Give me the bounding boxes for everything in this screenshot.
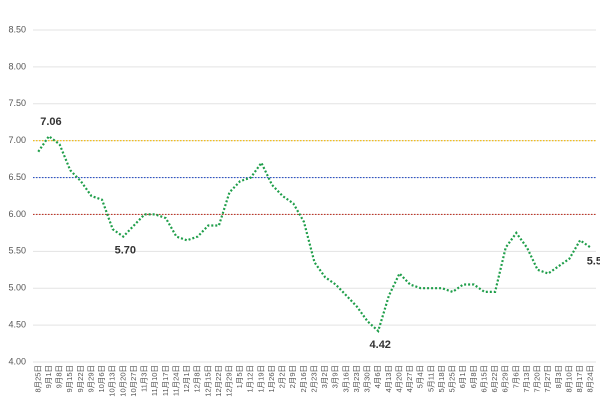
x-tick-label: 2月23日	[309, 365, 318, 393]
y-tick-label: 5.00	[8, 283, 26, 293]
x-tick-label: 12月1日	[182, 365, 191, 393]
x-tick-label: 5月25日	[448, 365, 457, 393]
x-tick-label: 9月8日	[55, 365, 64, 388]
x-tick-label: 4月20日	[394, 365, 403, 393]
x-tick-label: 10月13日	[108, 365, 117, 397]
y-tick-label: 4.50	[8, 319, 26, 329]
x-tick-label: 6月8日	[469, 365, 478, 388]
x-tick-label: 11月24日	[171, 365, 180, 396]
y-tick-label: 7.00	[8, 135, 26, 145]
x-tick-label: 1月19日	[256, 365, 265, 393]
x-tick-label: 6月22日	[490, 365, 499, 393]
x-tick-label: 9月29日	[86, 365, 95, 393]
x-tick-label: 1月5日	[235, 365, 244, 388]
x-tick-label: 11月17日	[161, 365, 170, 396]
x-tick-label: 8月25日	[33, 365, 42, 393]
x-tick-label: 9月15日	[65, 365, 74, 393]
x-tick-label: 7月27日	[543, 365, 552, 393]
x-tick-label: 5月18日	[437, 365, 446, 393]
x-tick-label: 11月3日	[140, 365, 149, 392]
x-tick-label: 3月23日	[352, 365, 361, 393]
x-tick-label: 4月27日	[405, 365, 414, 393]
x-tick-label: 1月26日	[267, 365, 276, 393]
x-tick-label: 12月8日	[193, 365, 202, 393]
y-tick-label: 8.50	[8, 24, 26, 34]
x-tick-label: 12月15日	[203, 365, 212, 397]
x-tick-label: 5月4日	[416, 365, 425, 388]
y-tick-label: 6.00	[8, 209, 26, 219]
x-tick-label: 9月22日	[76, 365, 85, 393]
x-tick-label: 4月13日	[384, 365, 393, 393]
x-tick-label: 10月20日	[118, 365, 127, 397]
x-tick-label: 12月22日	[214, 365, 223, 397]
x-tick-label: 8月3日	[554, 365, 563, 388]
x-tick-label: 3月2日	[320, 365, 329, 388]
x-tick-label: 7月6日	[511, 365, 520, 388]
y-tick-label: 4.00	[8, 356, 26, 366]
y-tick-label: 7.50	[8, 98, 26, 108]
x-tick-label: 3月30日	[363, 365, 372, 393]
y-tick-label: 5.50	[8, 246, 26, 256]
x-tick-label: 9月1日	[44, 365, 53, 388]
x-tick-label: 8月10日	[564, 365, 573, 393]
x-tick-label: 10月27日	[129, 365, 138, 397]
data-line	[37, 134, 592, 333]
value-label: 7.06	[40, 116, 61, 128]
x-tick-label: 8月17日	[575, 365, 584, 393]
x-tick-label: 4月6日	[373, 365, 382, 388]
x-tick-label: 8月24日	[586, 365, 595, 393]
x-tick-label: 6月1日	[458, 365, 467, 388]
value-label: 5.70	[115, 244, 136, 256]
x-tick-label: 2月16日	[299, 365, 308, 393]
x-tick-label: 3月16日	[341, 365, 350, 393]
value-label: 4.42	[370, 339, 391, 351]
x-tick-label: 10月6日	[97, 365, 106, 393]
x-tick-label: 12月29日	[225, 365, 234, 397]
x-tick-label: 3月9日	[331, 365, 340, 388]
y-tick-label: 8.00	[8, 61, 26, 71]
y-tick-label: 6.50	[8, 172, 26, 182]
x-tick-label: 7月13日	[522, 365, 531, 393]
x-tick-label: 6月15日	[479, 365, 488, 393]
value-label: 5.55	[587, 256, 600, 268]
x-tick-label: 11月10日	[150, 365, 159, 396]
x-tick-label: 1月12日	[246, 365, 255, 393]
x-tick-label: 2月9日	[288, 365, 297, 388]
x-tick-label: 6月29日	[501, 365, 510, 393]
x-tick-label: 7月20日	[533, 365, 542, 393]
x-tick-label: 2月2日	[278, 365, 287, 388]
x-tick-label: 5月11日	[426, 365, 435, 392]
